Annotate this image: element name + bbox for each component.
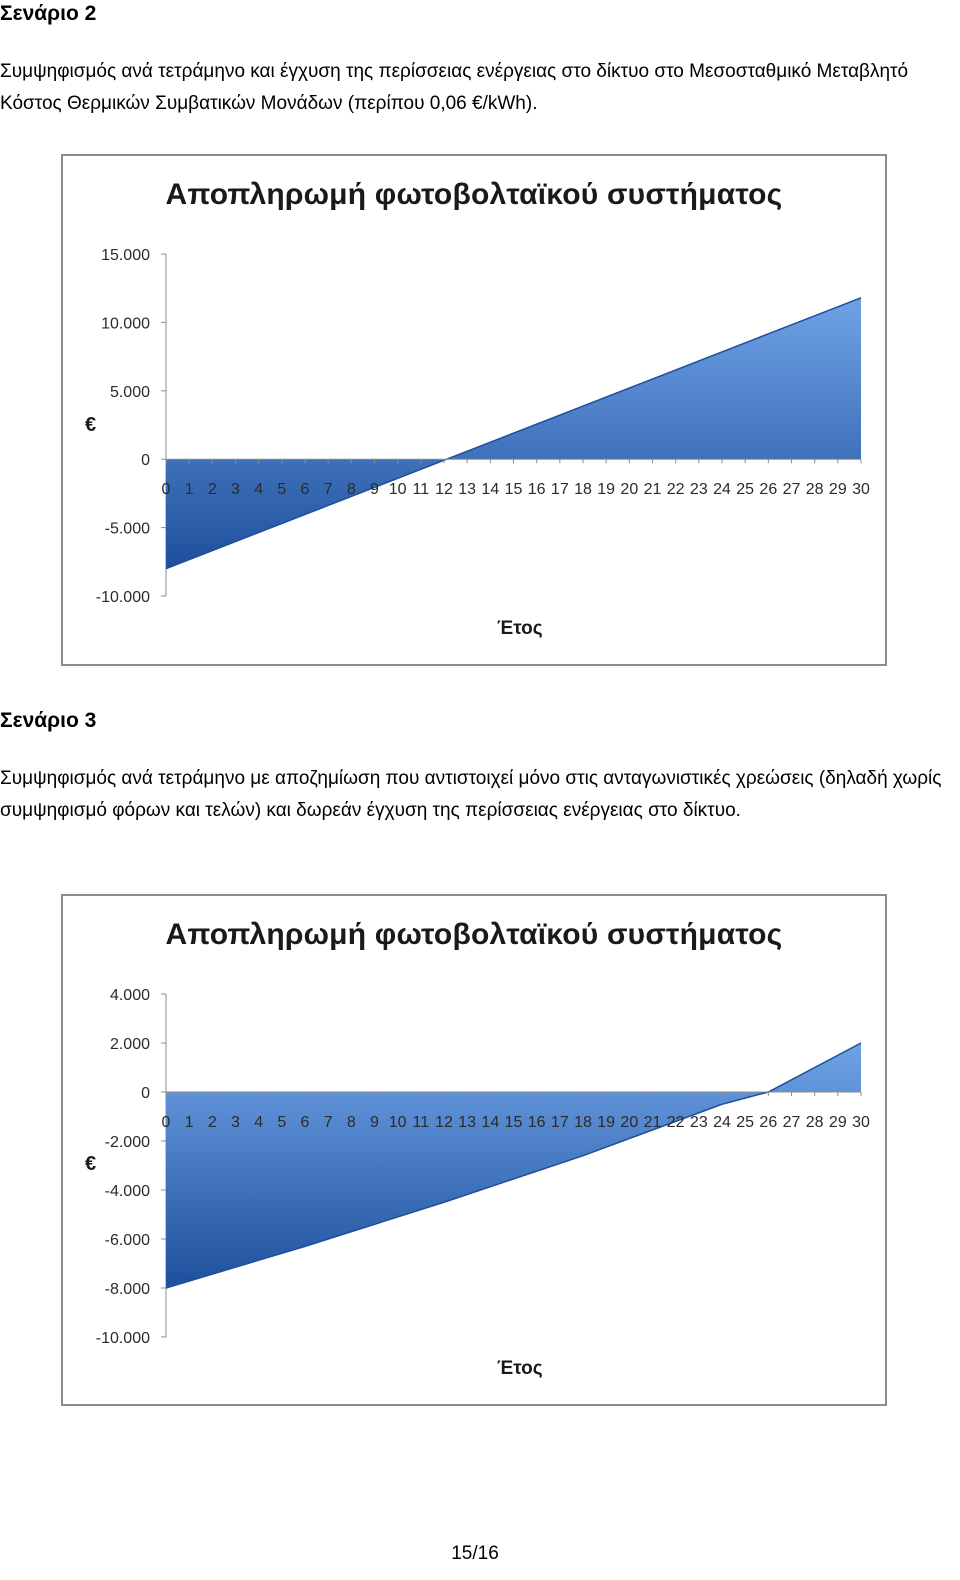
x-tick-label: 30 (852, 481, 870, 498)
x-tick-label: 7 (324, 1114, 333, 1131)
x-tick-label: 21 (644, 1114, 662, 1131)
x-tick-label: 9 (370, 481, 379, 498)
y-tick-label: -5.000 (105, 521, 150, 538)
x-tick-label: 23 (690, 481, 708, 498)
x-tick-label: 5 (277, 481, 286, 498)
x-tick-label: 3 (231, 481, 240, 498)
chart-scenario-2: Αποπληρωμή φωτοβολταϊκού συστήματος € Έτ… (61, 154, 887, 666)
y-tick-label: 2.000 (110, 1036, 150, 1053)
x-tick-label: 12 (435, 481, 453, 498)
x-tick-label: 10 (389, 1114, 407, 1131)
x-tick-label: 2 (208, 481, 217, 498)
x-tick-label: 3 (231, 1114, 240, 1131)
section-heading-scenario-3: Σενάριο 3 (0, 709, 97, 732)
x-tick-label: 29 (829, 1114, 847, 1131)
section-heading-scenario-2: Σενάριο 2 (0, 2, 97, 25)
y-tick-label: -6.000 (105, 1232, 150, 1249)
chart-title: Αποπληρωμή φωτοβολταϊκού συστήματος (165, 918, 783, 951)
x-tick-label: 9 (370, 1114, 379, 1131)
x-tick-label: 17 (551, 1114, 569, 1131)
section-paragraph-scenario-3: Συμψηφισμός ανά τετράμηνο με αποζημίωση … (0, 768, 942, 821)
x-tick-label: 28 (806, 481, 824, 498)
y-tick-label: 15.000 (101, 247, 150, 264)
x-tick-label: 8 (347, 1114, 356, 1131)
x-tick-label: 24 (713, 1114, 731, 1131)
y-axis-label: € (85, 1153, 97, 1175)
x-tick-label: 18 (574, 481, 592, 498)
x-tick-label: 22 (667, 1114, 685, 1131)
x-tick-label: 4 (254, 1114, 263, 1131)
y-tick-label: 0 (141, 1085, 150, 1102)
x-tick-label: 14 (481, 481, 499, 498)
y-tick-label: -4.000 (105, 1183, 150, 1200)
x-tick-label: 20 (620, 1114, 638, 1131)
x-tick-label: 20 (620, 481, 638, 498)
x-axis-label: Έτος (497, 1358, 543, 1379)
x-tick-label: 16 (528, 1114, 546, 1131)
x-tick-label: 18 (574, 1114, 592, 1131)
payback-area (166, 1043, 861, 1288)
x-axis-label: Έτος (497, 618, 543, 639)
payback-line (165, 297, 862, 570)
x-tick-label: 26 (759, 481, 777, 498)
x-tick-label: 5 (277, 1114, 286, 1131)
y-tick-label: 0 (141, 452, 150, 469)
x-tick-label: 13 (458, 1114, 476, 1131)
x-tick-label: 27 (783, 481, 801, 498)
x-tick-label: 26 (759, 1114, 777, 1131)
x-tick-label: 30 (852, 1114, 870, 1131)
x-tick-label: 11 (413, 481, 430, 498)
x-tick-label: 17 (551, 481, 569, 498)
x-tick-label: 0 (162, 481, 171, 498)
x-tick-label: 6 (301, 1114, 310, 1131)
chart-title: Αποπληρωμή φωτοβολταϊκού συστήματος (165, 178, 783, 211)
x-tick-label: 0 (162, 1114, 171, 1131)
x-tick-label: 19 (597, 481, 615, 498)
x-tick-label: 28 (806, 1114, 824, 1131)
x-tick-label: 4 (254, 481, 263, 498)
y-tick-label: -10.000 (96, 1330, 150, 1347)
x-tick-label: 25 (736, 481, 754, 498)
x-tick-label: 16 (528, 481, 546, 498)
x-tick-label: 15 (505, 481, 523, 498)
x-tick-label: 12 (435, 1114, 453, 1131)
chart-scenario-3: Αποπληρωμή φωτοβολταϊκού συστήματος € Έτ… (61, 894, 887, 1406)
x-tick-label: 29 (829, 481, 847, 498)
x-tick-label: 1 (185, 481, 194, 498)
x-tick-label: 23 (690, 1114, 708, 1131)
x-tick-label: 15 (505, 1114, 523, 1131)
x-tick-label: 19 (597, 1114, 615, 1131)
x-tick-label: 1 (185, 1114, 194, 1131)
page-number: 15/16 (451, 1543, 499, 1564)
x-tick-label: 24 (713, 481, 731, 498)
x-tick-label: 10 (389, 481, 407, 498)
x-tick-label: 25 (736, 1114, 754, 1131)
x-tick-label: 13 (458, 481, 476, 498)
y-tick-label: -2.000 (105, 1134, 150, 1151)
y-axis-label: € (85, 414, 97, 436)
x-tick-label: 14 (481, 1114, 499, 1131)
x-tick-label: 8 (347, 481, 356, 498)
x-tick-label: 21 (644, 481, 662, 498)
x-tick-label: 2 (208, 1114, 217, 1131)
y-tick-label: 10.000 (101, 315, 150, 332)
x-tick-label: 22 (667, 481, 685, 498)
y-tick-label: -10.000 (96, 589, 150, 606)
x-tick-label: 6 (301, 481, 310, 498)
y-tick-label: -8.000 (105, 1281, 150, 1298)
x-tick-label: 27 (783, 1114, 801, 1131)
y-tick-label: 4.000 (110, 987, 150, 1004)
x-tick-label: 11 (413, 1114, 430, 1131)
x-tick-label: 7 (324, 481, 333, 498)
y-tick-label: 5.000 (110, 384, 150, 401)
section-paragraph-scenario-2: Συμψηφισμός ανά τετράμηνο και έγχυση της… (0, 61, 909, 114)
chart-plot-area: 4.000 2.000 0 -2.000 -4.000 -6.000 -8.000 -10.0… (96, 987, 870, 1347)
